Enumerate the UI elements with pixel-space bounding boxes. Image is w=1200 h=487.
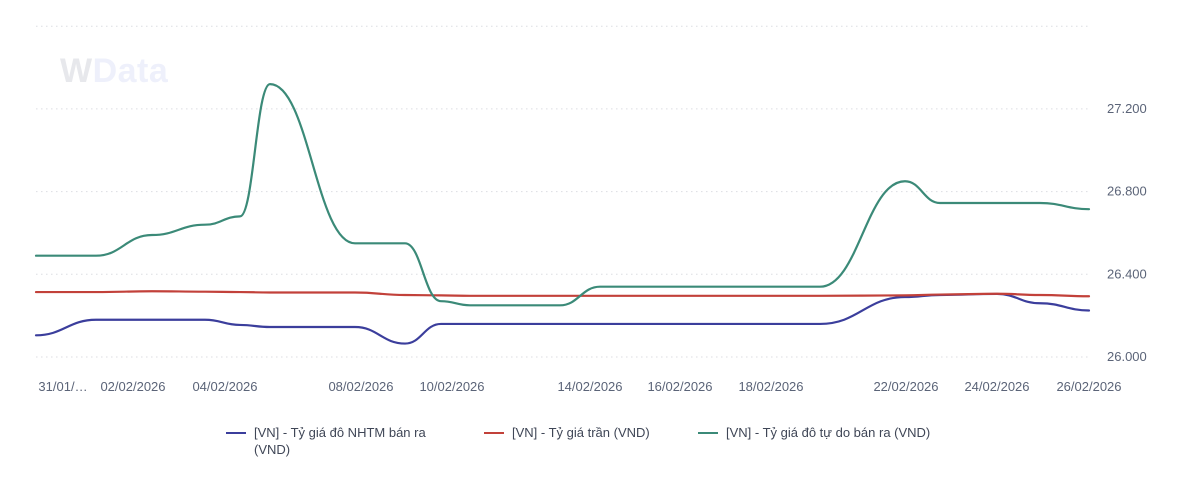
x-tick-label: 14/02/2026 (557, 379, 622, 394)
gridlines (36, 25, 1089, 358)
x-tick-label: 18/02/2026 (738, 379, 803, 394)
y-tick-label: 26.400 (1107, 266, 1147, 281)
x-tick-label: 16/02/2026 (647, 379, 712, 394)
legend-label-tu-do: [VN] - Tỷ giá đô tự do bán ra (VND) (726, 425, 931, 440)
widata-watermark-logo: WData (60, 52, 168, 91)
series-lines (34, 82, 1091, 345)
legend-swatch-tu-do (698, 432, 718, 434)
x-tick-label: 04/02/2026 (192, 379, 257, 394)
series-line-tran[interactable] (34, 290, 1091, 298)
y-axis-labels: 26.000 26.400 26.800 27.200 (1107, 101, 1147, 364)
y-tick-label: 27.200 (1107, 101, 1147, 116)
x-tick-label: 31/01/… (38, 379, 87, 394)
series-line-nhtm[interactable] (34, 292, 1091, 345)
x-tick-label: 08/02/2026 (328, 379, 393, 394)
series-line-tu-do[interactable] (34, 82, 1091, 307)
y-tick-label: 26.000 (1107, 349, 1147, 364)
legend-label-nhtm: [VN] - Tỷ giá đô NHTM bán ra (VND) (254, 424, 426, 458)
x-tick-label: 22/02/2026 (873, 379, 938, 394)
legend-label-nhtm-line2: (VND) (254, 442, 291, 457)
watermark-data: Data (92, 52, 169, 90)
x-tick-label: 26/02/2026 (1056, 379, 1121, 394)
legend-item-tu-do[interactable]: [VN] - Tỷ giá đô tự do bán ra (VND) (698, 424, 930, 441)
x-tick-label: 10/02/2026 (419, 379, 484, 394)
legend-swatch-tran (484, 432, 504, 434)
legend-label-nhtm-line1: [VN] - Tỷ giá đô NHTM bán ra (254, 425, 426, 440)
x-axis-labels: 31/01/… 02/02/2026 04/02/2026 08/02/2026 10/… (38, 379, 1121, 394)
legend-swatch-nhtm (226, 432, 246, 434)
legend-label-tran: [VN] - Tỷ giá trần (VND) (512, 425, 650, 440)
watermark-w: W (60, 52, 93, 90)
y-tick-label: 26.800 (1107, 184, 1147, 199)
line-chart: 26.000 26.400 26.800 27.200 31/01/… 02/02/20… (34, 25, 1147, 394)
x-tick-label: 24/02/2026 (964, 379, 1029, 394)
legend-item-nhtm[interactable]: [VN] - Tỷ giá đô NHTM bán ra (VND) (226, 424, 426, 458)
legend-item-tran[interactable]: [VN] - Tỷ giá trần (VND) (484, 424, 650, 441)
x-tick-label: 02/02/2026 (100, 379, 165, 394)
